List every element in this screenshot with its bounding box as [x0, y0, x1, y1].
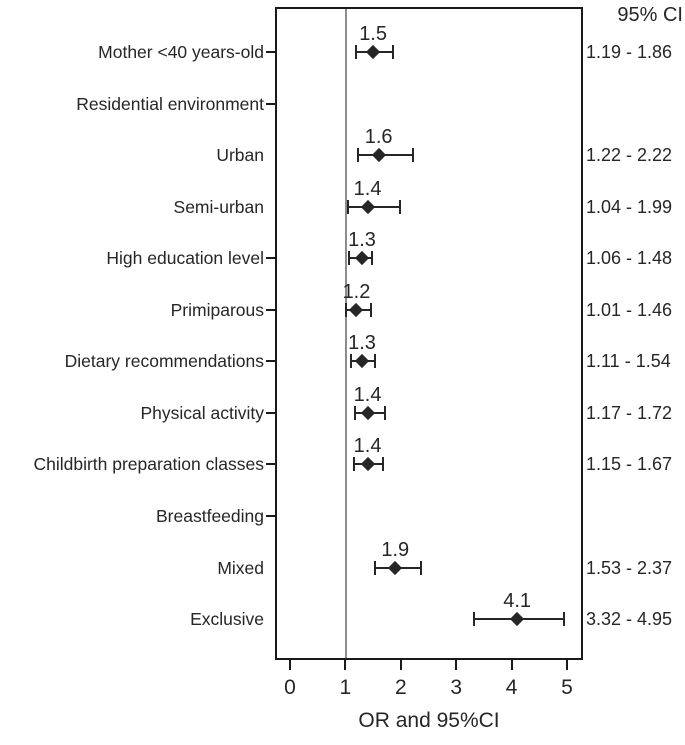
or-value-label: 1.3 [348, 229, 376, 252]
ci-cap-left [353, 405, 356, 420]
ci-range-text: 1.19 - 1.86 [586, 42, 673, 62]
ci-cap-left [472, 612, 475, 627]
ci-cap-right [420, 560, 423, 575]
or-value-label: 1.2 [342, 280, 371, 303]
row-label: Mother <40 years-old [98, 42, 264, 62]
category-axis-tick [266, 411, 275, 414]
row-label: Exclusive [190, 609, 264, 630]
ci-cap-left [354, 45, 357, 59]
x-axis-tick-label: 1 [339, 676, 352, 699]
row-label: Primiparous [170, 299, 264, 320]
category-axis-tick [266, 257, 275, 260]
ci-range-text: 1.22 - 2.22 [586, 145, 673, 166]
row-label: Breastfeeding [156, 505, 264, 526]
ci-cap-right [381, 457, 384, 472]
ci-cap-right [369, 302, 372, 317]
x-axis-tick-label: 4 [505, 676, 518, 699]
ci-range-text: 1.01 - 1.46 [586, 299, 673, 320]
ci-range-text: 1.17 - 1.72 [586, 402, 673, 423]
ci-range-text: 1.11 - 1.54 [586, 351, 671, 372]
x-axis-tick [344, 660, 347, 670]
category-axis-tick [266, 514, 275, 517]
or-value-label: 1.4 [353, 435, 382, 458]
x-axis-tick [455, 660, 458, 670]
x-axis-tick-label: 3 [450, 676, 463, 699]
plot-frame [275, 7, 583, 660]
row-label: Semi-urban [173, 196, 264, 217]
ci-cap-left [373, 560, 376, 575]
row-label: Mixed [217, 557, 264, 578]
ci-range-text: 1.53 - 2.37 [586, 557, 673, 578]
ci-range-text: 3.32 - 4.95 [586, 609, 673, 630]
row-label: Childbirth preparation classes [33, 454, 264, 475]
ci-cap-right [370, 251, 373, 266]
row-label: Residential environment [76, 93, 264, 114]
ci-cap-right [392, 45, 395, 59]
x-axis-tick [510, 660, 513, 670]
ci-cap-right [384, 405, 387, 420]
ci-cap-right [411, 148, 414, 163]
category-axis-tick [266, 308, 275, 311]
or-value-label: 1.3 [348, 332, 376, 355]
or-value-label: 1.4 [353, 177, 382, 200]
or-value-label: 1.6 [364, 126, 393, 149]
x-axis-tick [399, 660, 402, 670]
category-axis-tick [266, 463, 275, 466]
x-axis-title: OR and 95%CI [358, 709, 500, 732]
row-label: Dietary recommendations [64, 351, 264, 372]
ci-cap-left [346, 199, 349, 214]
or-value-label: 1.4 [353, 383, 382, 406]
category-axis-tick [266, 360, 275, 363]
ci-cap-left [352, 457, 355, 472]
row-label: High education level [106, 248, 264, 269]
x-axis-tick-label: 5 [561, 676, 573, 699]
reference-line [345, 9, 347, 658]
or-value-label: 1.5 [359, 23, 387, 45]
row-label: Physical activity [140, 402, 264, 423]
x-axis-tick [566, 660, 568, 670]
ci-cap-right [374, 354, 377, 369]
ci-cap-right [399, 199, 402, 214]
category-axis-tick [266, 102, 275, 105]
x-axis-tick [289, 660, 291, 670]
or-value-label: 1.9 [381, 538, 410, 561]
ci-cap-left [347, 251, 350, 266]
ci-range-text: 1.15 - 1.67 [586, 454, 673, 475]
x-axis-tick-label: 2 [394, 676, 407, 699]
ci-cap-left [350, 354, 353, 369]
ci-cap-left [344, 302, 347, 317]
category-axis-tick [266, 51, 275, 53]
ci-column-header: 95% CI [617, 4, 683, 26]
or-value-label: 4.1 [503, 590, 532, 613]
ci-range-text: 1.04 - 1.99 [586, 196, 673, 217]
ci-cap-right [563, 612, 566, 627]
ci-cap-left [356, 148, 359, 163]
ci-range-text: 1.06 - 1.48 [586, 248, 673, 269]
x-axis-tick-label: 0 [284, 676, 296, 699]
row-label: Urban [216, 145, 264, 166]
